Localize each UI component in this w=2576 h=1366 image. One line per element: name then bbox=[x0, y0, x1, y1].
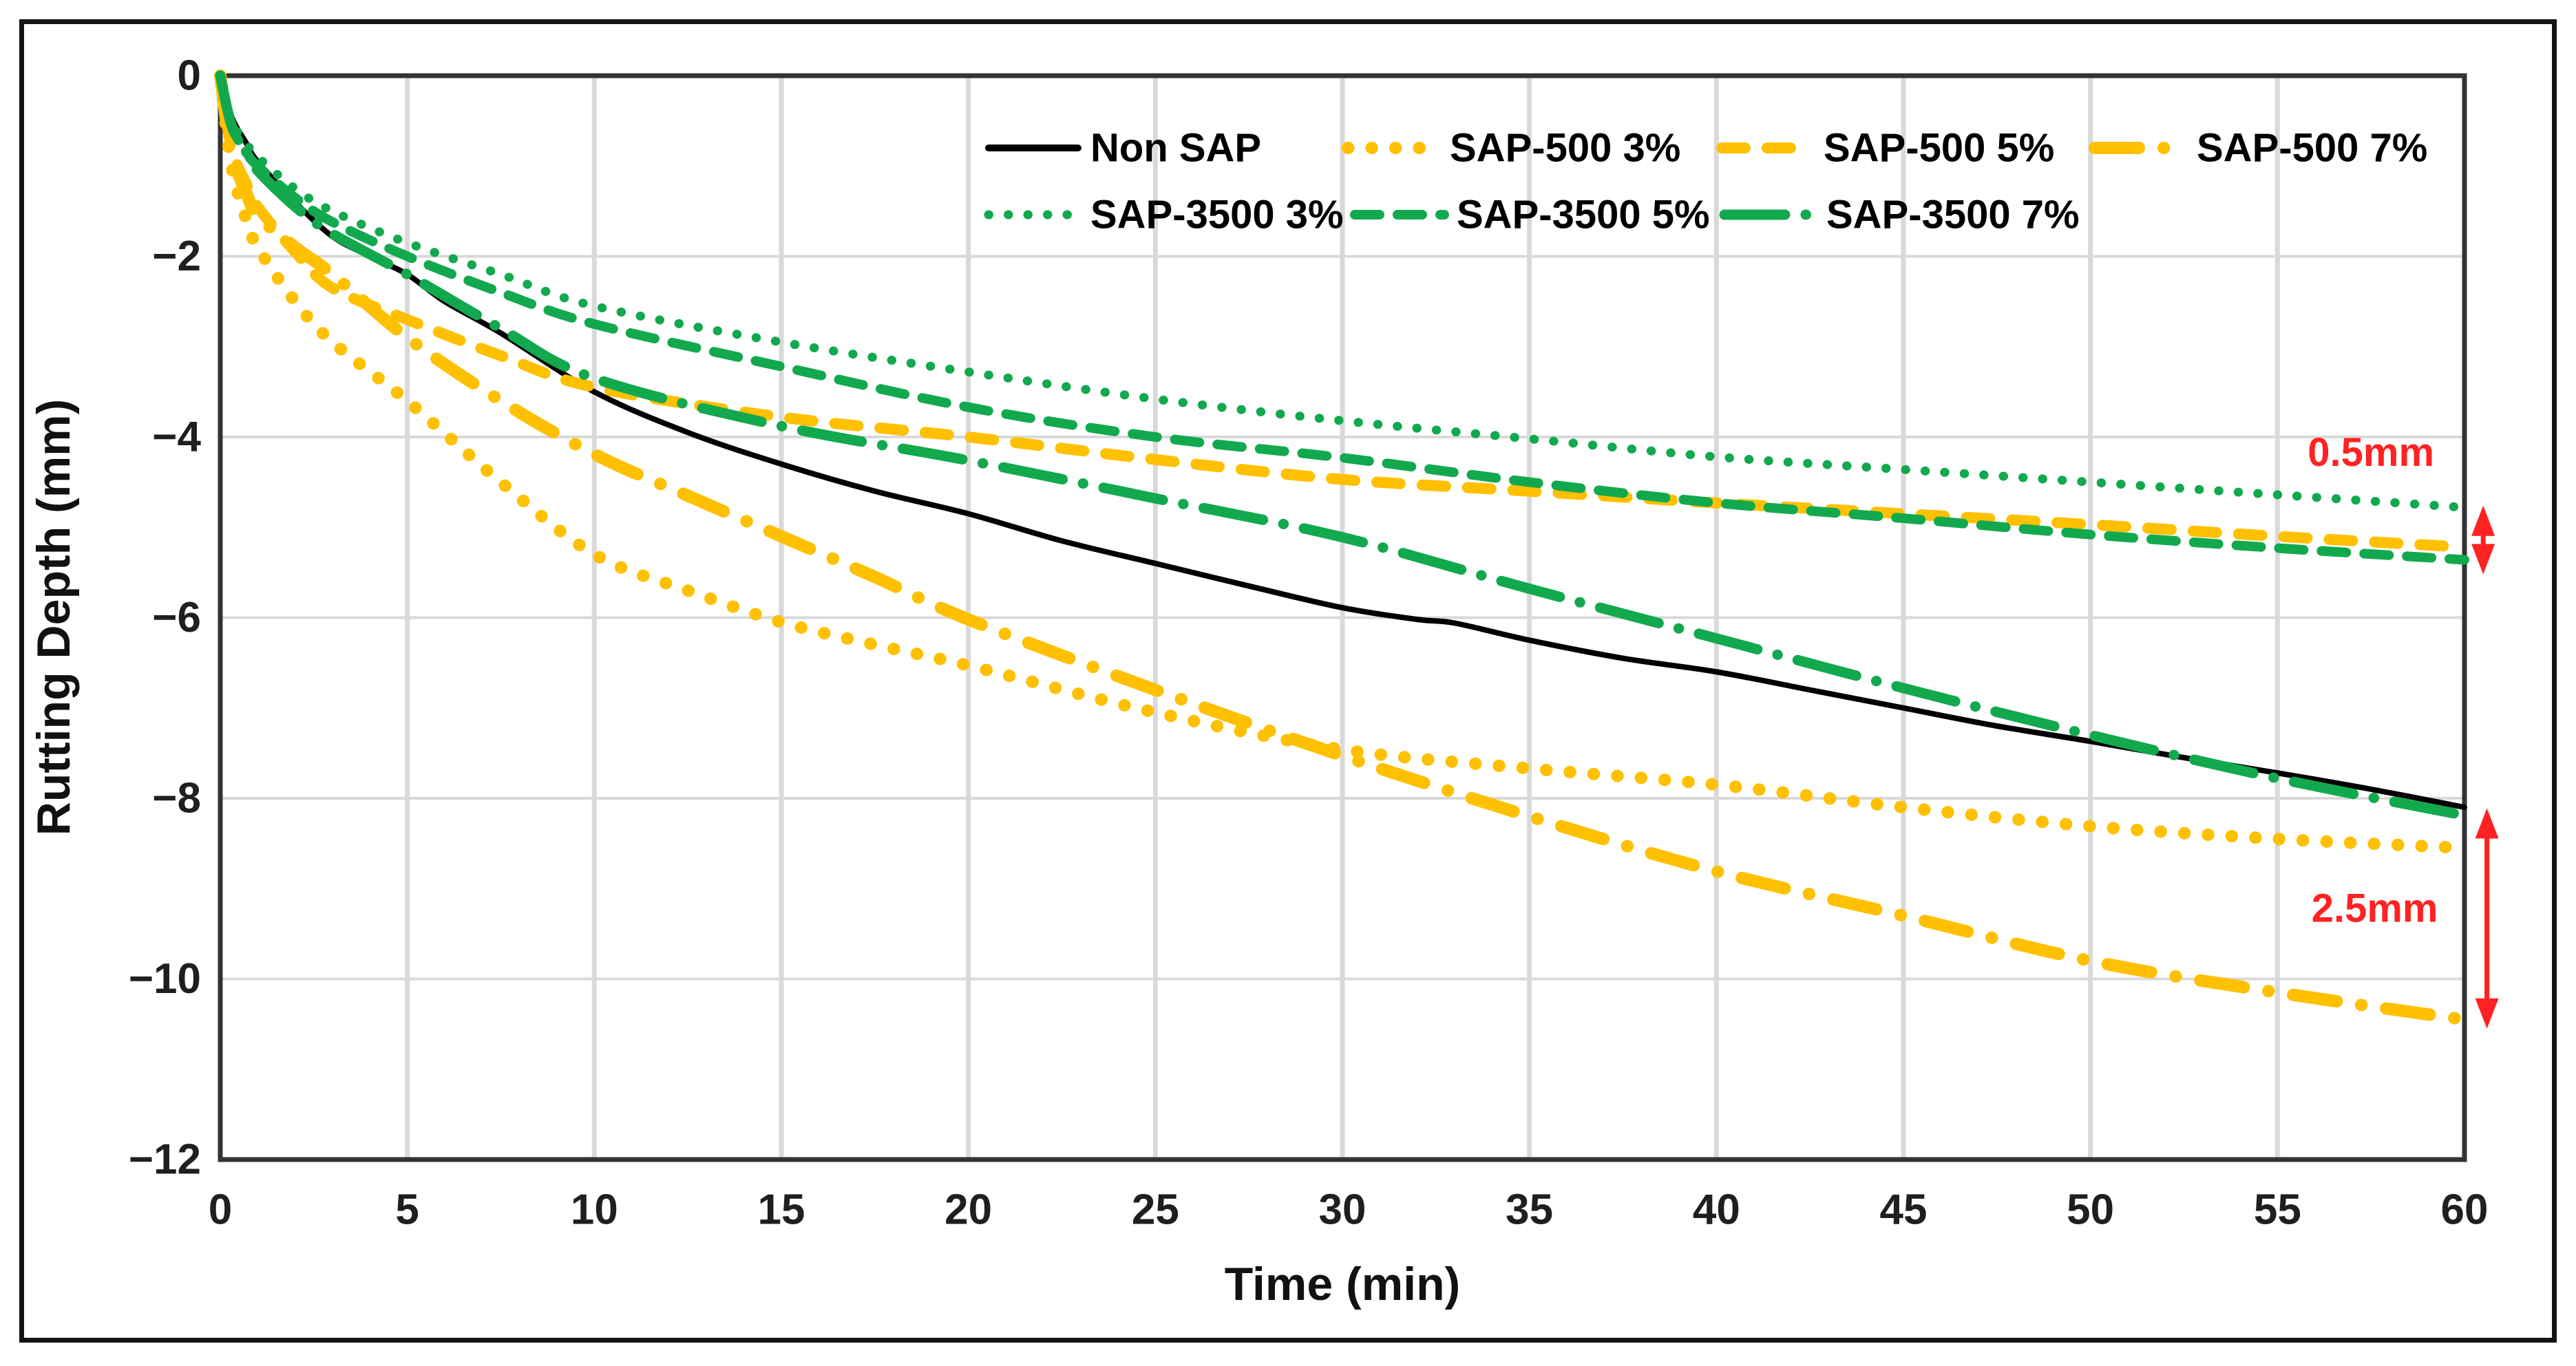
x-tick-label: 45 bbox=[1880, 1186, 1928, 1234]
plot-border bbox=[218, 73, 2467, 1162]
series-sap3500_5 bbox=[215, 71, 2469, 565]
x-tick-label: 50 bbox=[2067, 1186, 2114, 1234]
legend-label-sap3500_5: SAP-3500 5% bbox=[1457, 193, 1710, 237]
x-tick-label: 10 bbox=[571, 1186, 618, 1234]
legend-label-sap3500_7: SAP-3500 7% bbox=[1826, 193, 2080, 237]
series-sap500_5 bbox=[215, 70, 2470, 553]
x-tick-label: 40 bbox=[1693, 1186, 1740, 1234]
annotation-arrowhead-down bbox=[2471, 544, 2495, 575]
legend-label-sap500_7: SAP-500 7% bbox=[2197, 126, 2427, 171]
annotation-label-0.5mm: 0.5mm bbox=[2308, 430, 2434, 475]
figure-border bbox=[19, 19, 2557, 1343]
legend-label-sap3500_3: SAP-3500 3% bbox=[1090, 193, 1344, 237]
legend-label-sap500_5: SAP-500 5% bbox=[1824, 126, 2054, 171]
y-tick-label: −2 bbox=[152, 233, 201, 280]
x-tick-label: 15 bbox=[758, 1186, 805, 1234]
x-tick-label: 20 bbox=[944, 1186, 992, 1234]
x-tick-label: 55 bbox=[2254, 1186, 2301, 1234]
x-tick-label: 5 bbox=[395, 1186, 419, 1234]
x-tick-label: 25 bbox=[1132, 1186, 1179, 1234]
x-tick-label: 35 bbox=[1506, 1186, 1553, 1234]
x-tick-label: 60 bbox=[2441, 1186, 2489, 1234]
y-tick-label: −4 bbox=[152, 414, 201, 461]
y-tick-label: −10 bbox=[129, 955, 201, 1003]
y-tick-label: −8 bbox=[152, 775, 201, 822]
y-tick-label: −12 bbox=[129, 1136, 201, 1184]
series-sap3500_7 bbox=[215, 70, 2470, 821]
y-tick-label: −6 bbox=[152, 594, 201, 641]
legend-label-non_sap: Non SAP bbox=[1090, 126, 1261, 171]
x-axis-title: Time (min) bbox=[1224, 1258, 1461, 1310]
series-sap500_3 bbox=[214, 70, 2471, 855]
legend-label-sap500_3: SAP-500 3% bbox=[1450, 126, 1680, 171]
annotation-arrowhead-up bbox=[2475, 808, 2499, 839]
x-tick-label: 30 bbox=[1319, 1186, 1366, 1234]
series-sap3500_3 bbox=[215, 71, 2469, 512]
series-sap500_7 bbox=[214, 70, 2471, 1026]
annotation-arrowhead-down bbox=[2475, 998, 2499, 1029]
annotation-label-2.5mm: 2.5mm bbox=[2312, 886, 2438, 931]
annotation-arrowhead-up bbox=[2471, 505, 2495, 536]
x-tick-label: 0 bbox=[209, 1186, 232, 1234]
y-tick-label: 0 bbox=[178, 52, 201, 100]
